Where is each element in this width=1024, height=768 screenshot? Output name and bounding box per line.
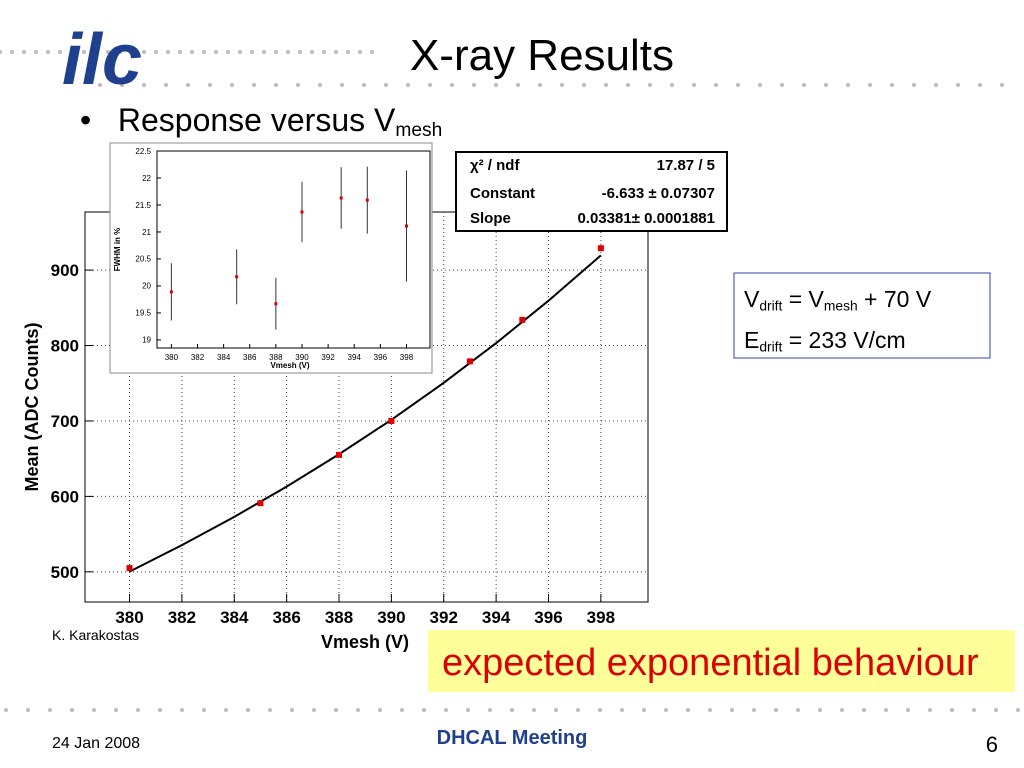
logo: ilc (62, 20, 142, 100)
footer-date: 24 Jan 2008 (52, 735, 140, 752)
note: Vdrift = Vmesh + 70 V Edrift = 233 V/cm (744, 282, 931, 365)
x-tick-label: 380 (165, 353, 179, 362)
note-sub: mesh (823, 298, 858, 314)
note-text: E (744, 327, 760, 354)
note-text: = V (782, 286, 824, 312)
note-line: Edrift = 233 V/cm (744, 323, 931, 364)
note-text: V (744, 286, 760, 312)
bullet-text: Response versus V (117, 102, 396, 138)
data-point (257, 500, 264, 507)
note-sub: drift (759, 298, 783, 314)
stat-label: χ² / ndf (470, 157, 520, 174)
data-point (597, 245, 604, 252)
bullet-mark: • (80, 102, 92, 138)
stat-value: 17.87 / 5 (657, 157, 715, 174)
x-tick-label: 392 (321, 353, 335, 362)
x-tick-label: 394 (348, 353, 362, 362)
y-axis-label: FWHM in % (113, 228, 122, 272)
y-tick-label: 21.5 (135, 201, 151, 210)
y-tick-label: 600 (51, 487, 79, 506)
stat-rows: χ² / ndf 17.87 / 5 Constant -6.633 ± 0.0730… (470, 157, 715, 227)
note-box (733, 272, 991, 359)
x-tick-label: 380 (115, 608, 143, 627)
footer-center: DHCAL Meeting (437, 727, 588, 749)
data-point (365, 198, 369, 202)
data-point (169, 290, 173, 294)
data-point (274, 302, 278, 306)
highlight-box (428, 630, 1015, 692)
x-tick-label: 390 (377, 608, 405, 627)
y-tick-label: 700 (51, 412, 79, 431)
data-point (126, 565, 133, 572)
plot-area (156, 150, 431, 349)
x-axis-label: Vmesh (V) (270, 361, 309, 370)
x-tick-label: 382 (168, 608, 196, 627)
x-tick-label: 394 (482, 608, 511, 627)
data-point (519, 316, 526, 323)
stat-label: Slope (470, 210, 511, 227)
x-tick-label: 396 (374, 353, 388, 362)
bullet-sub: mesh (395, 119, 443, 141)
y-tick-label: 20 (142, 282, 151, 291)
stat-value: 0.03381± 0.0001881 (577, 210, 715, 227)
y-tick-label: 22.5 (135, 147, 151, 156)
stat-label: Constant (470, 185, 535, 202)
y-tick-label: 19.5 (135, 309, 151, 318)
x-tick-label: 382 (191, 353, 205, 362)
bullet: • Response versus Vmesh (80, 102, 442, 142)
x-tick-label: 384 (217, 353, 231, 362)
x-tick-label: 392 (430, 608, 458, 627)
y-axis-label: Mean (ADC Counts) (22, 323, 42, 492)
x-tick-label: 398 (587, 608, 615, 627)
y-tick-label: 21 (142, 228, 151, 237)
data-point (388, 417, 395, 424)
x-tick-label: 386 (243, 353, 257, 362)
x-tick-label: 396 (534, 608, 562, 627)
y-tick-label: 22 (142, 174, 151, 183)
data-point (336, 451, 343, 458)
inset-chart: 380 382 384 386 388 390 392 394 396 398 19 19.5 20 20… (113, 147, 431, 370)
x-tick-label: 386 (272, 608, 300, 627)
stat-box (455, 151, 728, 232)
page-number: 6 (986, 732, 998, 757)
y-tick-label: 19 (142, 336, 151, 345)
data-point (339, 196, 343, 200)
data-point (404, 224, 408, 228)
note-line: Vdrift = Vmesh + 70 V (744, 282, 931, 323)
x-tick-label: 384 (220, 608, 249, 627)
note-text: = 233 V/cm (782, 327, 906, 354)
data-point (466, 358, 473, 365)
note-sub: drift (759, 339, 783, 355)
data-point (235, 275, 239, 279)
x-axis-label: Vmesh (V) (321, 632, 409, 652)
x-tick-label: 398 (400, 353, 414, 362)
x-tick-label: 388 (269, 353, 283, 362)
y-tick-label: 500 (51, 563, 79, 582)
highlight: expected exponential behaviour (442, 642, 979, 684)
x-tick-label: 388 (325, 608, 353, 627)
x-tick-label: 390 (295, 353, 309, 362)
y-tick-label: 900 (51, 261, 79, 280)
main-chart: 380 382 384 386 388 390 392 394 396 398 500 600 700 8… (22, 212, 648, 652)
credit: K. Karakostas (52, 627, 139, 643)
data-point (300, 210, 304, 214)
stat-value: -6.633 ± 0.07307 (602, 185, 715, 202)
slide-title: X-ray Results (410, 31, 674, 80)
y-tick-label: 800 (51, 336, 79, 355)
y-tick-label: 20.5 (135, 255, 151, 264)
note-text: + 70 V (857, 286, 932, 312)
